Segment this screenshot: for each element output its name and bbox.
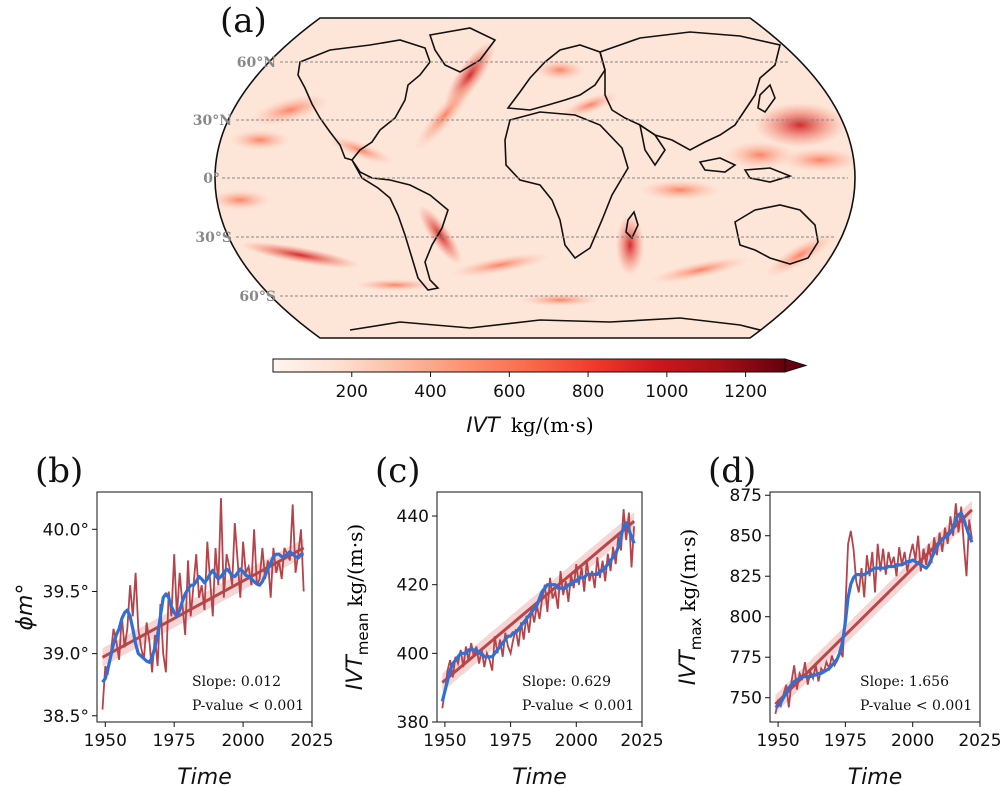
y-axis-label: ϕm° [13, 584, 38, 631]
plot-frame [436, 491, 643, 723]
x-tick-label: 2025 [290, 731, 333, 751]
x-tick-label: 2000 [555, 731, 598, 751]
raw-series-line [441, 509, 635, 709]
y-tick-label: 40.0° [43, 520, 89, 540]
y-tick-label: 750 [730, 689, 762, 709]
x-tick-label: 1975 [153, 731, 196, 751]
x-tick-label: 1950 [423, 731, 466, 751]
plot-frame [769, 491, 981, 723]
slope-annotation: Slope: 0.012 [192, 674, 281, 690]
lat-label-30s: 30°S [195, 230, 232, 246]
y-tick-label: 420 [397, 576, 429, 596]
y-tick-label: 850 [730, 527, 762, 547]
x-tick-label: 2000 [221, 731, 264, 751]
colorbar-tick-label: 1200 [724, 382, 767, 402]
smoothed-series-line [101, 550, 304, 684]
pvalue-annotation: P-value < 0.001 [192, 698, 304, 714]
panel-b: (b) 1950 1975 2000 2025 38.5° 39.0° 39.5° 40.0° T… [13, 451, 334, 786]
y-axis-label-sub: mean [354, 613, 372, 656]
lat-label-60n: 60°N [237, 55, 276, 71]
pvalue-annotation: P-value < 0.001 [860, 698, 972, 714]
x-tick-label: 1975 [824, 731, 867, 751]
colorbar-tick-label: 600 [493, 382, 525, 402]
y-axis-label-unit: kg/(m·s) [343, 524, 367, 607]
x-axis-label: Time [848, 765, 903, 786]
smoothed-series-line [440, 521, 636, 702]
colorbar-tick-label: 800 [572, 382, 604, 402]
raw-series-line [774, 503, 973, 715]
y-tick-label: 440 [397, 507, 429, 527]
y-tick-label: 39.5° [43, 582, 89, 602]
panel-d: (d) 1950 1975 2000 2025 750 775 800 825 850 875 Tim… [676, 451, 1000, 786]
y-tick-label: 38.5° [43, 707, 89, 727]
y-axis-label-unit: kg/(m·s) [676, 529, 700, 612]
world-map: 60°N 30°N 0° 30°S 60°S [193, 17, 856, 339]
x-tick-label: 2000 [891, 731, 934, 751]
latitude-gridlines [222, 61, 848, 297]
lat-label-eq: 0° [203, 171, 220, 187]
pvalue-annotation: P-value < 0.001 [522, 698, 634, 714]
y-axis-label-var: IVT [676, 649, 701, 686]
colorbar: 200 400 600 800 1000 1200 IVT kg/(m·s) [272, 358, 808, 437]
panel-label: (d) [708, 451, 756, 491]
colorbar-extend-arrow [784, 358, 808, 373]
y-tick-label: 775 [730, 648, 762, 668]
raw-series-line [101, 498, 305, 710]
plot-frame [96, 491, 313, 723]
panel-label: (b) [35, 451, 83, 491]
y-axis-label: IVTmax kg/(m·s) [676, 529, 705, 686]
x-axis-label: Time [512, 765, 567, 786]
ivt-field [215, 41, 855, 306]
colorbar-label-var: IVT [466, 413, 502, 437]
y-axis-label-sub: max [687, 617, 705, 650]
x-axis-label: Time [177, 765, 232, 786]
y-tick-label: 825 [730, 567, 762, 587]
x-tick-label: 2025 [620, 731, 663, 751]
colorbar-tick-label: 1000 [645, 382, 688, 402]
slope-annotation: Slope: 0.629 [522, 674, 611, 690]
x-tick-label: 1950 [756, 731, 799, 751]
y-axis-label: IVTmean kg/(m·s) [343, 524, 372, 690]
colorbar-label: IVT kg/(m·s) [466, 413, 593, 437]
colorbar-tick-label: 200 [336, 382, 368, 402]
x-tick-label: 2025 [958, 731, 1000, 751]
colorbar-label-unit: kg/(m·s) [511, 413, 594, 437]
y-tick-label: 400 [397, 644, 429, 664]
y-tick-label: 380 [397, 713, 429, 733]
x-tick-label: 1950 [84, 731, 127, 751]
x-tick-label: 1975 [489, 731, 532, 751]
y-axis-label-var: IVT [343, 654, 368, 691]
panel-a-label: (a) [220, 1, 267, 41]
panel-c: (c) 1950 1975 2000 2025 380 400 420 440 Time IVTme… [343, 451, 664, 786]
lat-label-30n: 30°N [193, 113, 232, 129]
y-tick-label: 39.0° [43, 645, 89, 665]
y-tick-label: 875 [730, 486, 762, 506]
smoothed-series-line [774, 511, 974, 709]
panel-label: (c) [375, 451, 421, 491]
slope-annotation: Slope: 1.656 [860, 674, 949, 690]
y-tick-label: 800 [730, 608, 762, 628]
lat-label-60s: 60°S [239, 289, 276, 305]
colorbar-tick-label: 400 [414, 382, 446, 402]
